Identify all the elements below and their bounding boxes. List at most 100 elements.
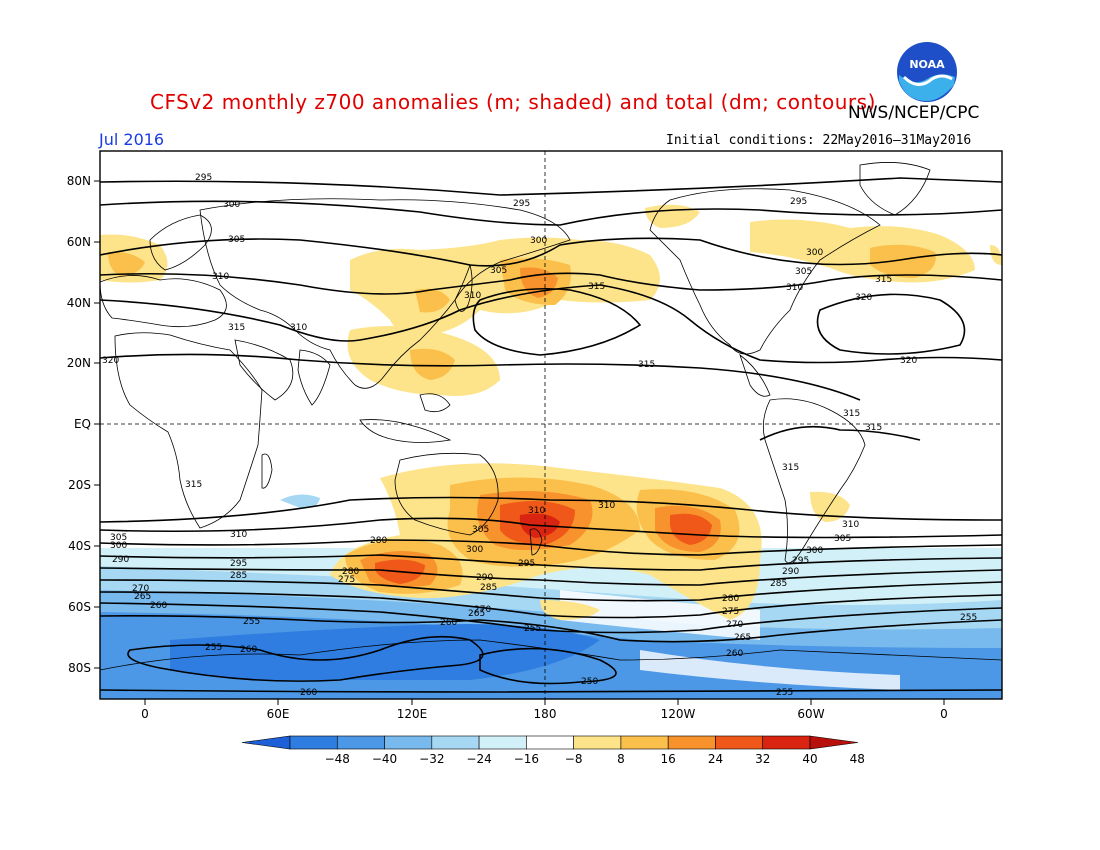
- colorbar-swatch: [715, 735, 764, 750]
- svg-text:295: 295: [195, 173, 212, 183]
- lat-label: 20N: [67, 356, 91, 370]
- svg-text:315: 315: [865, 423, 882, 433]
- noaa-logo: NOAA: [897, 42, 957, 102]
- svg-text:310: 310: [842, 520, 859, 530]
- svg-text:255: 255: [524, 624, 541, 634]
- svg-text:310: 310: [598, 501, 615, 511]
- colorbar-labels: −48 −40 −32 −24 −16 −8 8 16 24 32 40 48: [0, 752, 1100, 768]
- latitude-axis: 80N 60N 40N 20N EQ 20S 40S 60S 80S: [67, 174, 100, 675]
- colorbar-swatch: [478, 735, 527, 750]
- svg-text:310: 310: [290, 323, 307, 333]
- height-contours: [100, 177, 1002, 693]
- lat-label: 60S: [68, 600, 91, 614]
- colorbar-tick-label: 40: [802, 752, 818, 766]
- lon-label: 0: [940, 707, 948, 721]
- svg-text:280: 280: [370, 536, 387, 546]
- lon-label: 60E: [267, 707, 290, 721]
- svg-text:305: 305: [228, 235, 245, 245]
- svg-text:320: 320: [900, 356, 917, 366]
- svg-text:275: 275: [722, 607, 739, 617]
- svg-text:295: 295: [513, 199, 530, 209]
- colorbar-tick-label: 24: [707, 752, 724, 766]
- lat-label: EQ: [74, 417, 91, 431]
- colorbar-low-arrow: [241, 735, 291, 750]
- lon-label: 180: [534, 707, 557, 721]
- agency-label: NWS/NCEP/CPC: [848, 103, 980, 123]
- svg-text:300: 300: [223, 200, 240, 210]
- svg-text:305: 305: [795, 267, 812, 277]
- svg-text:315: 315: [185, 480, 202, 490]
- svg-text:255: 255: [776, 688, 793, 698]
- map-frame: [99, 150, 1003, 700]
- svg-text:315: 315: [875, 275, 892, 285]
- svg-text:315: 315: [843, 409, 860, 419]
- svg-text:255: 255: [960, 613, 977, 623]
- svg-text:270: 270: [474, 605, 491, 615]
- svg-text:315: 315: [588, 282, 605, 292]
- svg-text:295: 295: [518, 559, 535, 569]
- svg-text:290: 290: [782, 567, 799, 577]
- colorbar-tick-label: −40: [371, 752, 398, 766]
- svg-text:255: 255: [205, 643, 222, 653]
- svg-text:315: 315: [782, 463, 799, 473]
- svg-text:265: 265: [734, 633, 751, 643]
- svg-text:290: 290: [112, 555, 129, 565]
- svg-text:295: 295: [790, 197, 807, 207]
- svg-text:290: 290: [476, 573, 493, 583]
- colorbar-tick-label: −24: [466, 752, 492, 766]
- svg-text:310: 310: [230, 530, 247, 540]
- lat-label: 40S: [68, 539, 91, 553]
- lat-label: 60N: [67, 235, 91, 249]
- svg-text:315: 315: [228, 323, 245, 333]
- contour-labels: 295 300 305 310 315 320 315 310 305 300 …: [102, 173, 977, 698]
- svg-text:305: 305: [834, 534, 851, 544]
- noaa-logo-text: NOAA: [909, 58, 945, 71]
- colorbar-tick-label: 32: [755, 752, 771, 766]
- svg-text:280: 280: [342, 567, 359, 577]
- colorbar-tick-label: −8: [564, 752, 583, 766]
- colorbar-tick-label: 8: [617, 752, 625, 766]
- colorbar-tick-label: 16: [660, 752, 676, 766]
- forecast-month: Jul 2016: [99, 130, 165, 149]
- colorbar-swatch: [384, 735, 433, 750]
- svg-text:280: 280: [722, 594, 739, 604]
- svg-text:275: 275: [338, 575, 355, 585]
- colorbar-tick-label: 48: [849, 752, 865, 766]
- svg-text:320: 320: [855, 293, 872, 303]
- colorbar: [241, 735, 859, 750]
- svg-text:285: 285: [480, 583, 497, 593]
- lat-label: 80N: [67, 174, 91, 188]
- svg-text:260: 260: [240, 645, 257, 655]
- lat-label: 40N: [67, 296, 91, 310]
- svg-text:300: 300: [466, 545, 483, 555]
- svg-text:285: 285: [230, 571, 247, 581]
- colorbar-swatch: [336, 735, 385, 750]
- svg-text:310: 310: [464, 291, 481, 301]
- svg-text:265: 265: [468, 609, 485, 619]
- svg-text:300: 300: [110, 541, 127, 551]
- initial-conditions: Initial conditions: 22May2016–31May2016: [666, 133, 972, 148]
- svg-text:295: 295: [230, 559, 247, 569]
- colorbar-high-arrow: [809, 735, 859, 750]
- lat-label: 20S: [68, 478, 91, 492]
- svg-text:305: 305: [110, 533, 127, 543]
- svg-text:270: 270: [726, 620, 743, 630]
- colorbar-swatch: [620, 735, 669, 750]
- svg-text:250: 250: [581, 677, 598, 687]
- svg-text:300: 300: [530, 236, 547, 246]
- colorbar-swatch: [526, 735, 574, 750]
- colorbar-tick-label: −48: [324, 752, 350, 766]
- lat-label: 80S: [68, 661, 91, 675]
- svg-text:300: 300: [806, 248, 823, 258]
- svg-text:310: 310: [528, 506, 545, 516]
- svg-text:270: 270: [132, 584, 149, 594]
- svg-text:260: 260: [726, 649, 743, 659]
- svg-text:300: 300: [806, 546, 823, 556]
- colorbar-swatch: [289, 735, 338, 750]
- svg-text:285: 285: [770, 579, 787, 589]
- lon-label: 0: [141, 707, 149, 721]
- svg-text:260: 260: [440, 618, 457, 628]
- svg-text:260: 260: [300, 688, 317, 698]
- colorbar-swatch: [431, 735, 480, 750]
